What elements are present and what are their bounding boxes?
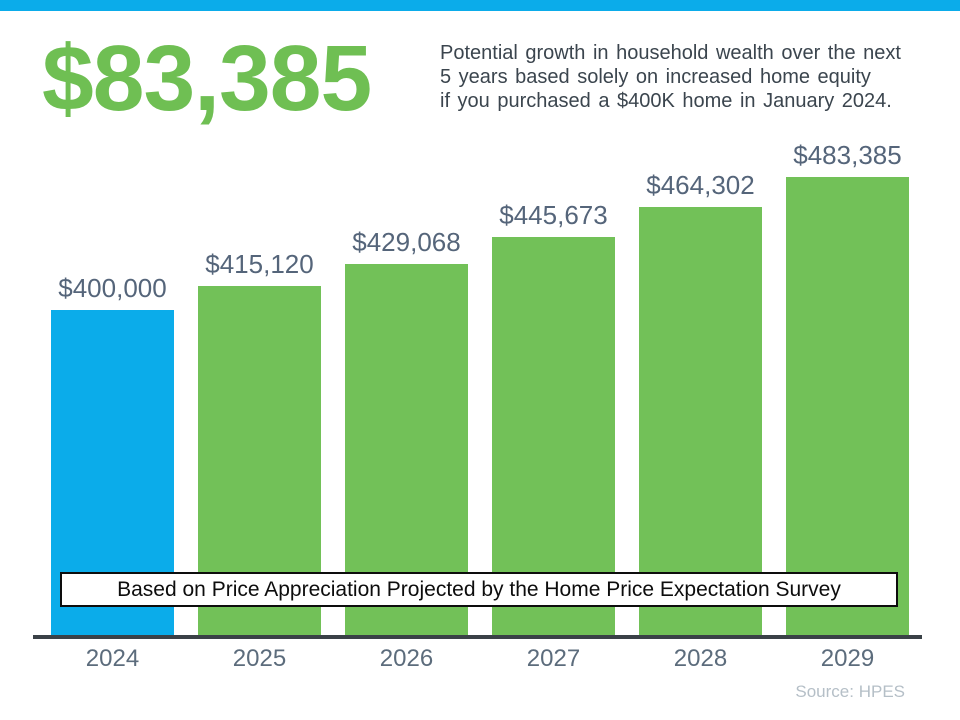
bar-column-2027: $445,673 (492, 200, 615, 635)
banner-caption: Based on Price Appreciation Projected by… (60, 572, 898, 607)
top-accent-bar (0, 0, 960, 11)
headline-amount: $83,385 (42, 26, 372, 130)
bar-2027 (492, 237, 615, 635)
x-axis-line (33, 635, 922, 639)
bar-value-label-2024: $400,000 (58, 273, 167, 303)
x-axis-label-2024: 2024 (85, 645, 140, 672)
bar-value-label-2026: $429,068 (352, 227, 461, 257)
bar-value-label-2027: $445,673 (499, 200, 608, 230)
description-line-2: 5 years based solely on increased home e… (440, 66, 871, 88)
bar-value-label-2029: $483,385 (793, 140, 902, 170)
x-axis-label-2025: 2025 (232, 645, 287, 672)
source-note: Source: HPES (795, 682, 905, 701)
description-line-1: Potential growth in household wealth ove… (440, 42, 901, 64)
bar-2028 (639, 207, 762, 635)
x-axis-label-2027: 2027 (526, 645, 581, 672)
bar-2029 (786, 177, 909, 635)
bar-column-2029: $483,385 (786, 140, 909, 635)
x-axis-label-2029: 2029 (820, 645, 875, 672)
bar-column-2028: $464,302 (639, 170, 762, 635)
x-axis-label-2028: 2028 (673, 645, 728, 672)
bar-value-label-2028: $464,302 (646, 170, 755, 200)
x-axis-label-2026: 2026 (379, 645, 434, 672)
bar-value-label-2025: $415,120 (205, 249, 314, 279)
headline-description: Potential growth in household wealth ove… (440, 41, 901, 113)
description-line-3: if you purchased a $400K home in January… (440, 90, 892, 112)
